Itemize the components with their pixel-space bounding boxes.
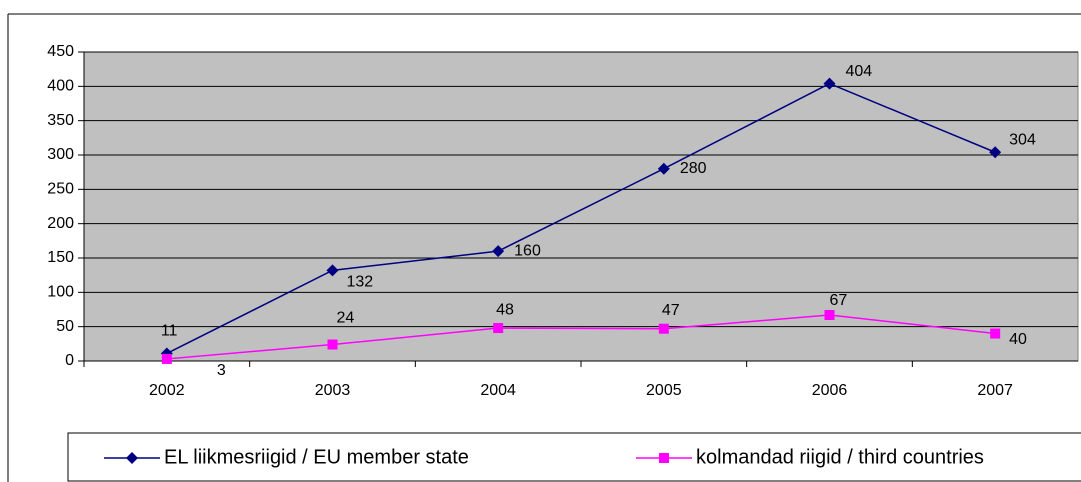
data-label: 3 <box>217 362 226 379</box>
y-tick-label: 0 <box>65 352 74 369</box>
y-tick-label: 250 <box>47 181 74 198</box>
data-point <box>492 245 505 258</box>
data-label: 40 <box>1009 331 1027 348</box>
legend-box <box>67 432 1081 482</box>
data-point <box>657 162 670 175</box>
data-label: 304 <box>1009 131 1036 148</box>
plot-area <box>83 51 1079 362</box>
data-point <box>658 323 669 334</box>
data-label: 48 <box>496 301 514 318</box>
y-tick-label: 150 <box>47 249 74 266</box>
data-label: 132 <box>347 274 374 291</box>
data-point <box>989 146 1002 159</box>
y-tick-label: 400 <box>47 78 74 95</box>
data-label: 404 <box>846 63 873 80</box>
data-point <box>327 339 338 350</box>
data-point <box>824 309 835 320</box>
x-tick-label: 2004 <box>480 382 516 399</box>
y-tick-label: 300 <box>47 146 74 163</box>
data-point <box>326 264 339 277</box>
x-tick-label: 2005 <box>646 382 682 399</box>
legend-marker <box>659 453 669 463</box>
x-tick-label: 2006 <box>812 382 848 399</box>
y-tick-label: 50 <box>56 318 74 335</box>
legend-marker <box>126 452 138 464</box>
data-label: 11 <box>161 323 178 340</box>
y-tick-label: 450 <box>47 43 74 60</box>
y-tick-label: 100 <box>47 284 74 301</box>
data-point <box>161 353 172 364</box>
series-line <box>166 314 996 360</box>
data-point <box>990 328 1001 339</box>
data-label: 47 <box>662 302 680 319</box>
data-label: 280 <box>680 160 707 177</box>
data-label: 24 <box>337 310 355 327</box>
data-point <box>823 77 836 90</box>
data-label: 160 <box>514 242 541 259</box>
x-tick-label: 2007 <box>977 382 1013 399</box>
y-tick-label: 200 <box>47 215 74 232</box>
data-point <box>493 323 504 334</box>
legend-label: kolmandad riigid / third countries <box>696 446 984 468</box>
y-tick-label: 350 <box>47 112 74 129</box>
x-tick-label: 2002 <box>149 382 185 399</box>
x-tick-label: 2003 <box>315 382 351 399</box>
data-label: 67 <box>830 292 848 309</box>
series-line <box>166 82 996 355</box>
legend-label: EL liikmesriigid / EU member state <box>164 446 469 468</box>
